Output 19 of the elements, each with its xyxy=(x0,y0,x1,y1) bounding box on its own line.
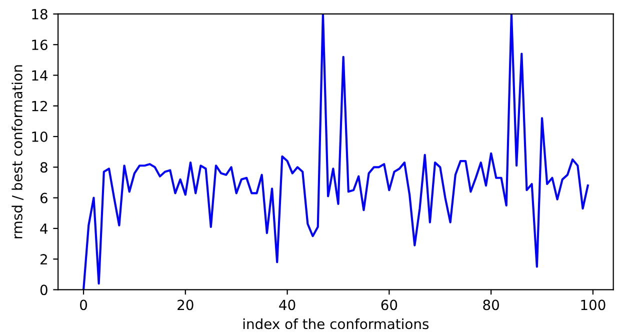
x-axis-title: index of the conformations xyxy=(243,318,429,330)
line-series xyxy=(82,14,589,290)
y-tick-label: 2 xyxy=(40,254,47,264)
y-tick-label: 10 xyxy=(32,132,48,142)
y-tick-label: 8 xyxy=(40,162,48,173)
y-axis-title: rmsd / best conformation xyxy=(12,65,24,238)
y-tick-label: 16 xyxy=(32,40,48,50)
y-tick-label: 0 xyxy=(40,284,48,296)
y-tick-label: 4 xyxy=(40,224,48,234)
x-tick-label: 0 xyxy=(80,300,88,310)
x-tick-label: 20 xyxy=(178,300,194,310)
x-tick-label: 80 xyxy=(483,300,499,310)
y-tick-label: 12 xyxy=(32,100,47,112)
y-tick-label: 18 xyxy=(32,8,48,20)
x-tick-label: 60 xyxy=(381,300,398,310)
y-tick-label: 14 xyxy=(32,70,48,81)
y-tick-label: 6 xyxy=(40,192,48,204)
x-tick-label: 100 xyxy=(581,300,606,310)
x-tick-label: 40 xyxy=(279,300,296,310)
